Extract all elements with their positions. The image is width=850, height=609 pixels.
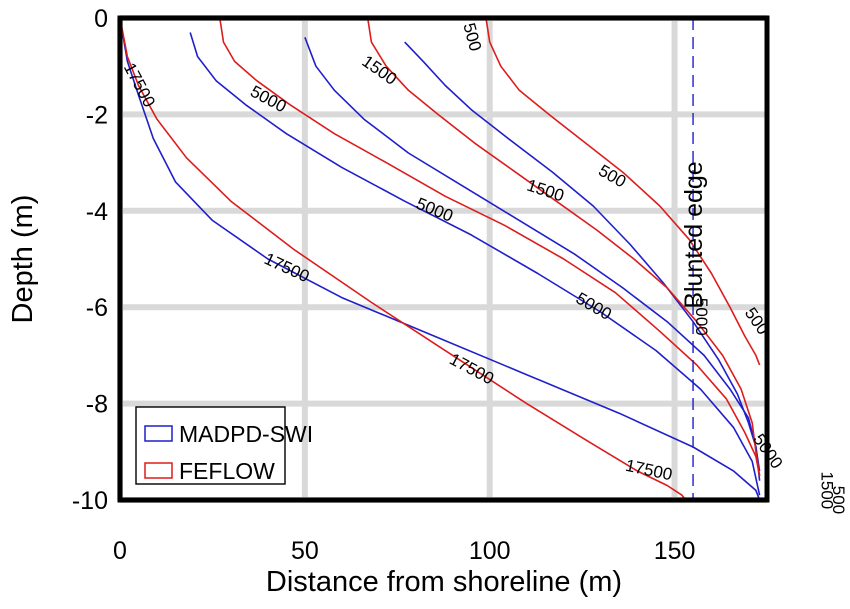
curves <box>119 17 761 501</box>
contour-feflow-17500 <box>119 17 687 501</box>
blunted-edge-label: Blunted edge <box>680 161 708 308</box>
contour-feflow-5000 <box>219 17 761 477</box>
legend-label: FEFLOW <box>179 458 275 484</box>
contour-feflow-1500 <box>366 17 761 477</box>
legend: MADPD-SWI FEFLOW <box>135 406 313 485</box>
y-tick-label: 0 <box>94 5 108 33</box>
x-tick-label: 0 <box>113 537 127 565</box>
legend-swatch <box>144 462 173 479</box>
contour-madpd-swi-1500 <box>304 37 761 481</box>
y-tick-label: -6 <box>86 294 108 322</box>
contour-label: 1500 <box>818 471 837 509</box>
x-tick-label: 50 <box>291 537 319 565</box>
y-tick-label: -10 <box>72 487 108 515</box>
y-tick-label: -2 <box>86 101 108 129</box>
legend-swatch <box>144 425 173 442</box>
contour-madpd-swi-17500 <box>119 17 761 501</box>
annotations: Blunted edge <box>680 18 708 500</box>
ticks: 0 50 100 150 0 -2 -4 -6 -8 -10 <box>72 5 696 565</box>
contour-madpd-swi-5000 <box>189 32 761 496</box>
y-tick-label: -4 <box>86 198 108 226</box>
x-axis-label: Distance from shoreline (m) <box>266 566 622 598</box>
y-axis-label: Depth (m) <box>7 195 39 324</box>
legend-box <box>135 406 286 485</box>
y-tick-label: -8 <box>86 391 108 419</box>
plot-frame <box>117 15 770 503</box>
contour-feflow-500 <box>485 17 761 366</box>
legend-label: MADPD-SWI <box>179 421 313 447</box>
contour-label: 500 <box>829 486 848 514</box>
x-tick-label: 150 <box>654 537 696 565</box>
contour-label: 5000 <box>692 298 711 336</box>
x-tick-label: 100 <box>469 537 511 565</box>
